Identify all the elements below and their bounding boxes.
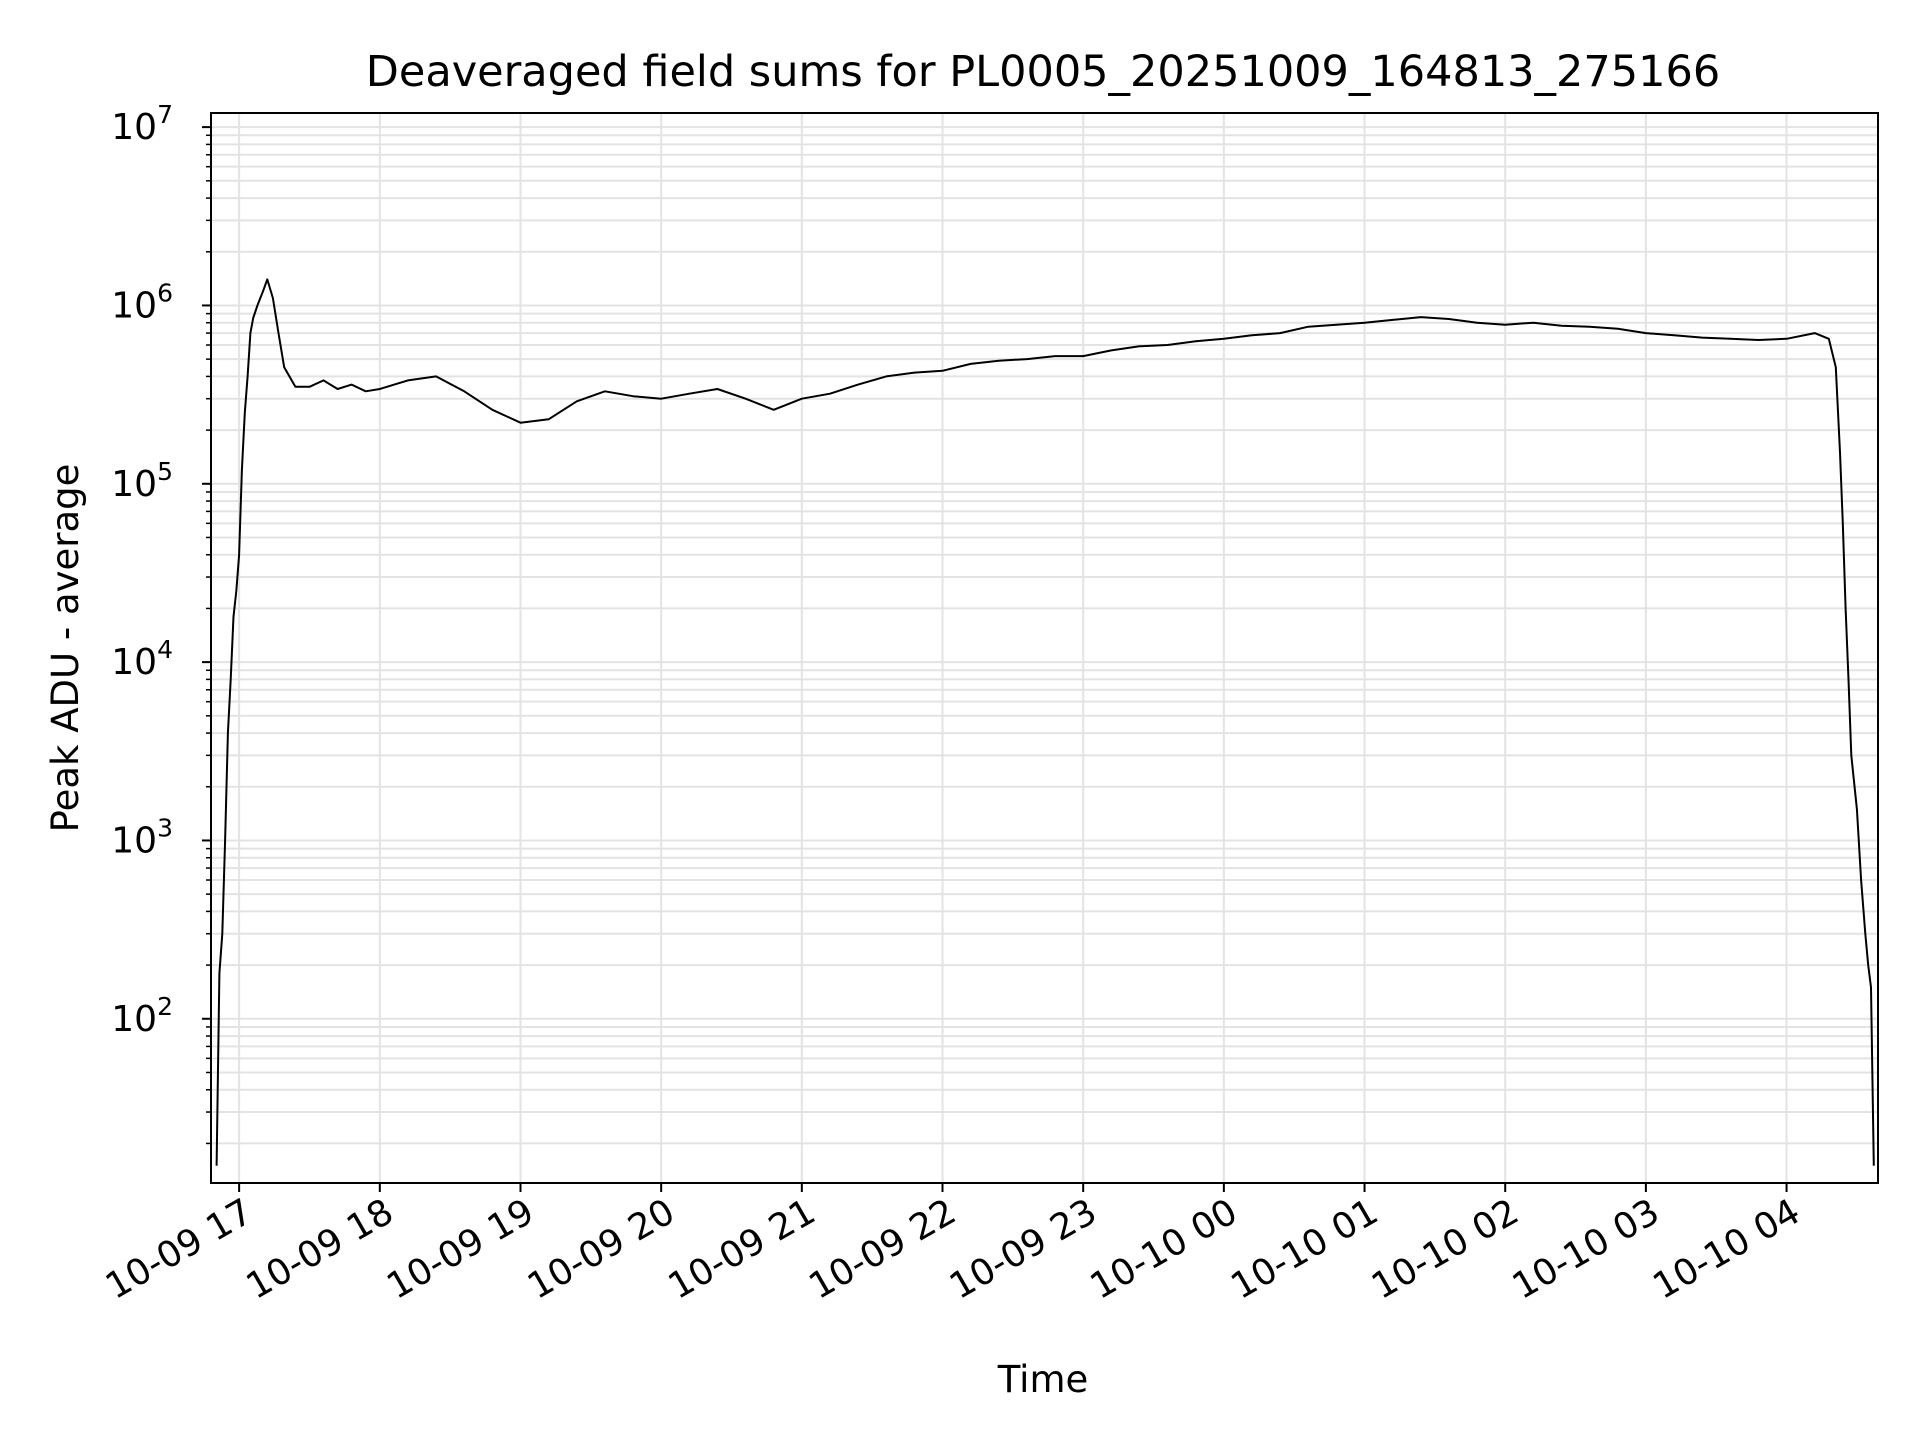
- minor-gridlines: [211, 134, 1878, 1145]
- series-line: [215, 278, 1875, 1166]
- x-axis-label: Time: [997, 1358, 1089, 1401]
- plot-frame: [210, 112, 1879, 1184]
- major-gridlines: [211, 113, 1878, 1183]
- chart-title: Deaveraged field sums for PL0005_2025100…: [366, 47, 1720, 97]
- y-tick-exponent: 3: [157, 813, 173, 842]
- y-axis-label: Peak ADU - average: [44, 464, 87, 833]
- y-tick-exponent: 5: [157, 457, 173, 486]
- series-layer: [215, 278, 1875, 1166]
- y-tick-exponent: 2: [157, 992, 173, 1021]
- y-tick-label: 102: [111, 992, 173, 1040]
- y-tick-exponent: 4: [157, 635, 173, 664]
- y-tick-exponent: 6: [157, 278, 173, 307]
- y-tick-exponent: 7: [157, 100, 173, 129]
- y-tick-label: 103: [111, 813, 173, 861]
